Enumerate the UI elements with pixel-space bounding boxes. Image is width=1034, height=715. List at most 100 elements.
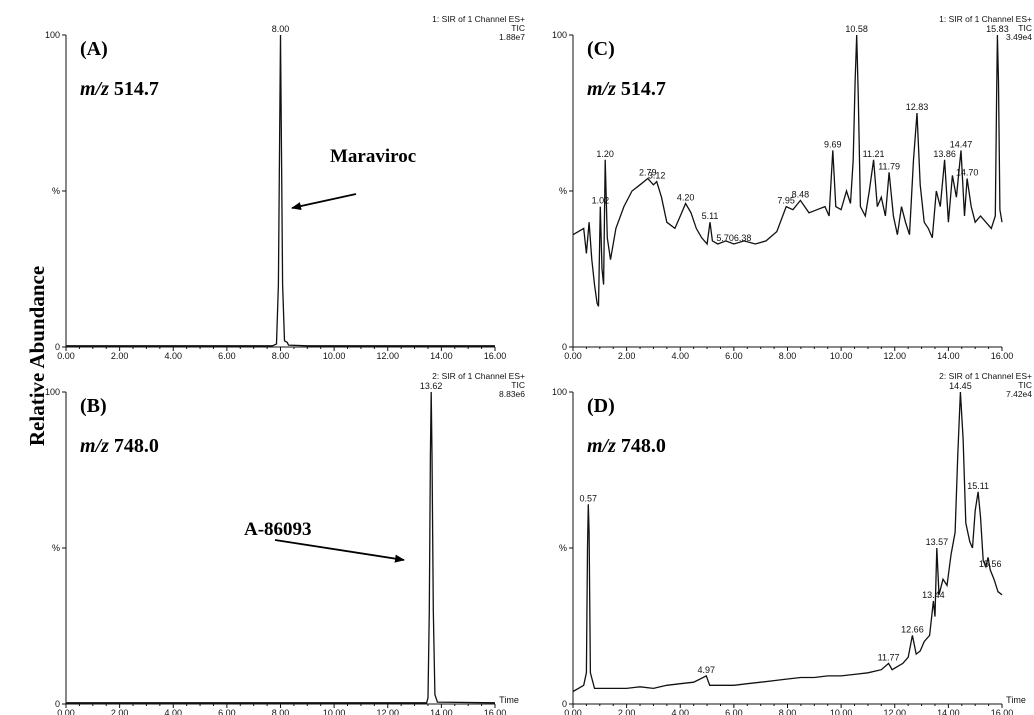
peak-label: 11.21 [863, 149, 885, 159]
maraviroc-annotation: Maraviroc [330, 146, 416, 167]
peak-label: 5.706.38 [716, 233, 751, 243]
chromatogram-panel-4: 0% 100 0.00 2.00 4.00 6.00 8.00 10.00 12.00 14.00… [552, 371, 1032, 715]
y-tick-label: 100 [552, 30, 567, 40]
y-axis-label: Relative Abundance [25, 266, 49, 446]
x-tick-label: 12.00 [883, 351, 906, 361]
channel-header-line: 1.88e7 [499, 32, 525, 42]
peak-label: 14.45 [949, 381, 972, 391]
panel-letter: (A) [80, 38, 108, 60]
chromatogram-panel-2: 0% 100 0.00 2.00 4.00 6.00 8.00 10.00 12.00 14.00… [45, 371, 525, 715]
peak-label: 11.77 [878, 652, 900, 662]
x-tick-label: 2.00 [618, 708, 636, 715]
a-86093-arrow [274, 539, 405, 563]
panel-letter: (B) [80, 395, 107, 417]
x-tick-label: 4.00 [671, 351, 689, 361]
x-tick-label: 16.00 [484, 708, 507, 715]
x-tick-label: 4.00 [671, 708, 689, 715]
peak-label: 5.11 [702, 211, 719, 221]
channel-header-line: 2: SIR of 1 Channel ES+ [432, 371, 525, 381]
mz-label: m/z 514.7 [587, 78, 666, 100]
peak-label: 2.79 [639, 168, 657, 178]
peak-label: 1.20 [596, 149, 614, 159]
mz-label: m/z 514.7 [80, 78, 159, 100]
x-tick-label: 2.00 [111, 351, 129, 361]
chromatogram-panel-1: 0% 100 0.00 2.00 4.00 6.00 8.00 10.00 12.00 14.00… [45, 14, 525, 361]
x-tick-label: 8.00 [272, 708, 290, 715]
channel-header-line: 1: SIR of 1 Channel ES+ [939, 14, 1032, 24]
y-tick-label: 100 [552, 387, 567, 397]
chromatogram-trace [572, 34, 1003, 307]
x-tick-label: 8.00 [272, 351, 290, 361]
peak-label: 3.12 [648, 171, 666, 181]
x-tick-label: 10.00 [323, 351, 346, 361]
chromatogram-trace [66, 34, 495, 347]
y-tick-label: 100 [45, 30, 60, 40]
mz-label: m/z 748.0 [80, 435, 159, 457]
y-tick-label: 0 [55, 699, 60, 709]
x-tick-label: 2.00 [618, 351, 636, 361]
peak-label: 0.57 [580, 493, 598, 503]
x-tick-label: 0.00 [57, 351, 75, 361]
channel-header-line: TIC [1018, 23, 1032, 33]
peak-label: 14.47 [950, 139, 973, 149]
channel-header-line: 8.83e6 [499, 389, 525, 399]
x-tick-label: 6.00 [218, 708, 236, 715]
x-tick-label: 12.00 [376, 351, 399, 361]
peak-label: 8.48 [792, 189, 810, 199]
peak-label: 15.56 [979, 559, 1002, 569]
channel-header-line: 3.49e4 [1006, 32, 1032, 42]
x-tick-label: 14.00 [937, 351, 960, 361]
channel-header-line: TIC [511, 380, 525, 390]
y-tick-label: 100 [45, 387, 60, 397]
x-tick-label: 0.00 [564, 351, 582, 361]
y-tick-label: % [559, 186, 567, 196]
peak-label: 4.20 [677, 192, 695, 202]
a-86093-annotation: A-86093 [244, 519, 312, 540]
y-tick-label: 0 [55, 342, 60, 352]
x-tick-label: 12.00 [883, 708, 906, 715]
peak-label: 11.79 [878, 161, 900, 171]
peak-label: 4.97 [697, 665, 715, 675]
peak-label: 13.57 [926, 537, 949, 547]
channel-header-line: 1: SIR of 1 Channel ES+ [432, 14, 525, 24]
channel-header-line: TIC [511, 23, 525, 33]
panel-letter: (D) [587, 395, 615, 417]
x-tick-label: 14.00 [430, 351, 453, 361]
x-tick-label: 16.00 [991, 351, 1014, 361]
x-tick-label: 4.00 [164, 708, 182, 715]
mz-label: m/z 748.0 [587, 435, 666, 457]
peak-label: 7.95 [777, 196, 795, 206]
x-tick-label: 8.00 [779, 708, 797, 715]
x-tick-label: 2.00 [111, 708, 129, 715]
peak-label: 13.86 [933, 149, 956, 159]
peak-label: 12.66 [901, 624, 924, 634]
x-tick-label: 4.00 [164, 351, 182, 361]
x-tick-label: 0.00 [57, 708, 75, 715]
peak-label: 10.58 [845, 24, 868, 34]
x-tick-label: 10.00 [830, 708, 853, 715]
y-tick-label: 0 [562, 699, 567, 709]
x-tick-label: 14.00 [937, 708, 960, 715]
y-tick-label: 0 [562, 342, 567, 352]
channel-header-line: 7.42e4 [1006, 389, 1032, 399]
x-tick-label: 10.00 [323, 708, 346, 715]
peak-label: 1.02 [592, 196, 610, 206]
peak-label: 15.11 [967, 481, 989, 491]
x-tick-label: 14.00 [430, 708, 453, 715]
maraviroc-arrow [291, 193, 357, 210]
peak-label: 14.70 [956, 168, 979, 178]
x-axis-unit: Time [1006, 695, 1026, 705]
x-tick-label: 16.00 [484, 351, 507, 361]
channel-header-line: 2: SIR of 1 Channel ES+ [939, 371, 1032, 381]
peak-label: 15.83 [986, 24, 1009, 34]
peak-label: 12.83 [906, 102, 929, 112]
y-tick-label: % [52, 186, 60, 196]
x-tick-label: 0.00 [564, 708, 582, 715]
x-axis-unit: Time [499, 695, 519, 705]
x-tick-label: 10.00 [830, 351, 853, 361]
panel-letter: (C) [587, 38, 615, 60]
channel-header-line: TIC [1018, 380, 1032, 390]
x-tick-label: 6.00 [725, 708, 743, 715]
chromatogram-trace [572, 391, 1003, 693]
